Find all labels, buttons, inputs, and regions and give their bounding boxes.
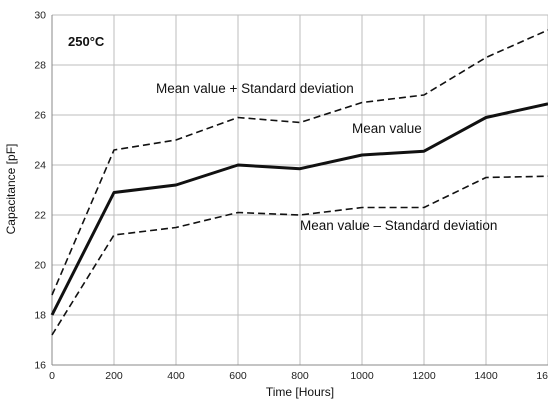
y-tick-label: 16 [34,360,46,372]
lower-series-annotation: Mean value – Standard deviation [300,218,497,233]
x-tick-label: 400 [167,370,185,382]
lower-std-line [51,175,548,336]
y-tick-label: 24 [34,160,46,172]
y-tick-label: 30 [34,10,46,22]
upper-std-line [51,29,548,296]
x-tick-label: 16 [536,370,548,382]
upper-series-annotation: Mean value + Standard deviation [156,81,354,96]
mean-series-annotation: Mean value [352,121,422,136]
y-tick-label: 18 [34,310,46,322]
x-tick-label: 1400 [474,370,498,382]
x-tick-label: 600 [229,370,247,382]
y-tick-label: 22 [34,210,46,222]
x-tick-label: 0 [49,370,55,382]
y-tick-label: 20 [34,260,46,272]
x-tick-label: 800 [291,370,309,382]
x-tick-label: 1000 [350,370,374,382]
y-tick-label: 26 [34,110,46,122]
x-tick-label: 1200 [412,370,436,382]
tick-labels: 16 18 20 22 24 26 28 30 0 200 400 600 800 1000 1200 140… [34,10,548,383]
x-axis-title: Time [Hours] [266,385,334,399]
y-tick-label: 28 [34,60,46,72]
temperature-label: 250°C [68,34,105,49]
y-axis-title: Capacitance [pF] [4,144,18,235]
grid [51,14,548,366]
mean-line [50,102,548,316]
series-lines [50,29,548,336]
x-tick-label: 200 [105,370,123,382]
